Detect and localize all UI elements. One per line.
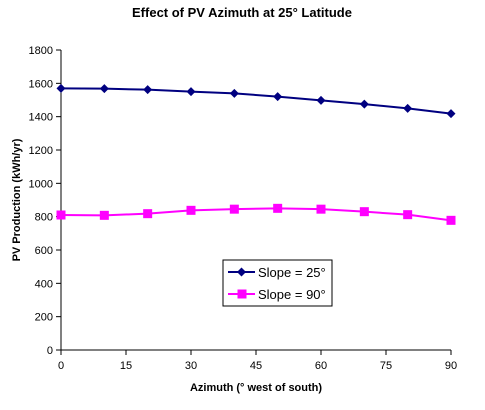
x-tick-label: 0	[58, 360, 64, 372]
y-tick-label: 1000	[29, 178, 53, 190]
legend-label-slope-90: Slope = 90°	[258, 287, 326, 302]
series-line-slope-25	[60, 87, 452, 115]
x-tick-label: 75	[380, 360, 392, 372]
legend-marker-slope-90	[237, 289, 247, 299]
data-point-slope-25	[316, 95, 326, 105]
legend-item-slope-25: Slope = 25°	[228, 265, 326, 280]
y-tick-label: 1400	[29, 112, 53, 124]
data-point-slope-90	[56, 210, 66, 220]
data-point-slope-90	[316, 204, 326, 214]
data-point-slope-25	[186, 87, 196, 97]
series-line-slope-90	[60, 207, 452, 222]
y-axis-ticks: 0 200 400 600 800 1000 1200 1400 1600 1800	[29, 45, 61, 357]
data-point-slope-25	[359, 99, 369, 109]
data-point-slope-90	[359, 207, 369, 217]
y-tick-label: 0	[47, 345, 53, 357]
y-tick-label: 1600	[29, 78, 53, 90]
data-point-slope-90	[229, 204, 239, 214]
data-point-slope-90	[273, 203, 283, 213]
legend: Slope = 25° Slope = 90°	[222, 259, 333, 307]
legend-marker-slope-25	[237, 267, 246, 277]
y-tick-label: 400	[35, 278, 53, 290]
data-point-slope-90	[99, 210, 109, 220]
data-point-slope-25	[56, 83, 66, 93]
legend-label-slope-25: Slope = 25°	[258, 265, 326, 280]
x-axis-ticks: 0 15 30 45 60 75 90	[58, 350, 457, 372]
x-tick-label: 30	[185, 360, 197, 372]
y-axis-title: PV Production (kWh/yr)	[11, 138, 23, 261]
series-layer	[56, 83, 456, 225]
data-point-slope-90	[446, 215, 456, 225]
data-point-slope-90	[403, 210, 413, 220]
x-tick-label: 90	[445, 360, 457, 372]
x-tick-label: 60	[315, 360, 327, 372]
data-point-slope-25	[273, 92, 283, 102]
y-tick-label: 200	[35, 312, 53, 324]
data-point-slope-90	[186, 205, 196, 215]
data-point-slope-25	[446, 109, 456, 119]
data-point-slope-90	[143, 209, 153, 219]
x-axis-title: Azimuth (° west of south)	[190, 382, 322, 394]
data-point-slope-25	[99, 84, 109, 94]
data-point-slope-25	[403, 103, 413, 113]
y-tick-label: 1800	[29, 45, 53, 57]
y-tick-label: 600	[35, 245, 53, 257]
x-tick-label: 45	[250, 360, 262, 372]
data-point-slope-25	[143, 85, 153, 95]
data-point-slope-25	[229, 88, 239, 98]
legend-item-slope-90: Slope = 90°	[228, 287, 326, 302]
x-tick-label: 15	[120, 360, 132, 372]
y-tick-label: 1200	[29, 145, 53, 157]
chart-title: Effect of PV Azimuth at 25° Latitude	[132, 5, 352, 20]
y-tick-label: 800	[35, 212, 53, 224]
